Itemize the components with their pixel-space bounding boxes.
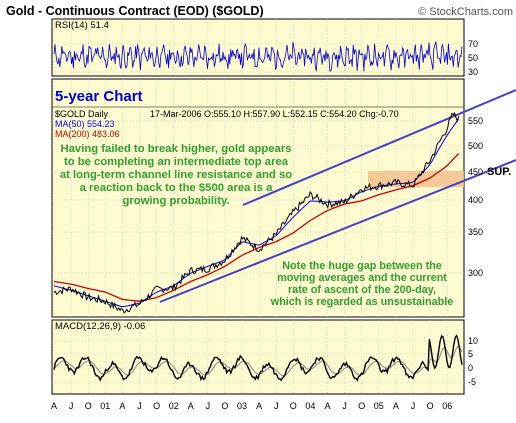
macd-panel [51, 319, 465, 395]
rsi-tick-30: 30 [468, 67, 478, 77]
chart-label-5yr: 5-year Chart [55, 88, 143, 105]
annotation-top-line: Having failed to break higher, gold appe… [60, 143, 291, 155]
price-y-ticks: 550 500 450 400 350 300 [468, 116, 483, 278]
annotation-top: Having failed to break higher, gold appe… [60, 143, 292, 207]
x-tick-label: A [188, 401, 194, 411]
x-tick-label: J [411, 401, 416, 411]
annotation-bottom-line: rate of ascent of the 200-day, [288, 284, 436, 296]
rsi-panel [51, 18, 465, 77]
x-tick-label: A [119, 401, 125, 411]
x-tick-label: 02 [169, 401, 179, 411]
x-tick-label: 03 [237, 401, 247, 411]
copyright-text: © StockCharts.com [418, 6, 513, 18]
macd-line [53, 334, 463, 382]
ma200-label: MA(200) 483.06 [55, 129, 120, 139]
x-tick-label: J [206, 401, 211, 411]
annotation-top-line: growing probability. [122, 195, 229, 207]
x-tick-label: J [137, 401, 142, 411]
channel-lower-line [159, 159, 516, 303]
x-tick-label: J [274, 401, 279, 411]
x-tick-label: O [85, 401, 92, 411]
macd-label: MACD(12,26,9) -0.06 [55, 321, 145, 332]
x-tick-label: A [256, 401, 262, 411]
price-tick-label: 350 [468, 227, 483, 237]
macd-tick-label: 10 [468, 336, 478, 346]
macd-tick-label: 5 [468, 349, 473, 359]
rsi-grid [52, 19, 464, 76]
price-tick-label: 500 [468, 141, 483, 151]
x-tick-label: O [153, 401, 160, 411]
x-tick-label: J [342, 401, 347, 411]
channel-upper-line [242, 89, 516, 206]
x-tick-label: 04 [305, 401, 315, 411]
ma50-label: MA(50) 554.23 [55, 119, 115, 129]
annotation-bottom: Note the huge gap between the moving ave… [270, 260, 453, 308]
annotation-bottom-line: moving averages and the current [277, 272, 447, 284]
rsi-line [53, 41, 463, 72]
price-panel [51, 78, 465, 318]
x-tick-label: O [221, 401, 228, 411]
annotation-bottom-line: Note the huge gap between the [282, 260, 442, 272]
macd-grid [52, 320, 464, 394]
x-tick-label: A [324, 401, 330, 411]
annotation-top-line: to be completing an intermediate top are… [64, 156, 289, 168]
chart-title: Gold - Continuous Contract (EOD) ($GOLD) [6, 4, 264, 18]
rsi-tick-50: 50 [468, 53, 478, 63]
rsi-tick-70: 70 [468, 39, 478, 49]
price-tick-label: 550 [468, 116, 483, 126]
x-tick-label: O [427, 401, 434, 411]
annotation-top-line: a reaction back to the $500 area is a [80, 182, 273, 194]
x-tick-label: 01 [100, 401, 110, 411]
annotation-top-line: at long-term channel line resistance and… [60, 169, 292, 181]
macd-tick-label: 0 [468, 363, 473, 373]
ohlc-line: 17-Mar-2006 O:555.10 H:557.90 L:552.15 C… [150, 109, 399, 119]
annotation-bottom-line: which is regarded as unsustainable [270, 296, 453, 308]
ticker-label: $GOLD Daily [55, 109, 109, 119]
x-tick-label: O [290, 401, 297, 411]
x-tick-label: O [358, 401, 365, 411]
macd-tick-label: -5 [468, 377, 476, 387]
x-tick-label: A [393, 401, 399, 411]
x-tick-label: 05 [374, 401, 384, 411]
x-tick-label: A [51, 401, 57, 411]
price-tick-label: 300 [468, 268, 483, 278]
x-axis: A J O 01 A J O 02 A J O 03 A J O 04 A J O 05 A J O 06 [51, 401, 452, 411]
x-tick-label: 06 [442, 401, 452, 411]
support-label: SUP. [487, 166, 511, 178]
macd-signal-line [53, 345, 463, 377]
macd-y-ticks: 10 5 0 -5 [468, 336, 478, 387]
rsi-label: RSI(14) 51.4 [55, 20, 109, 31]
price-line [53, 111, 460, 314]
price-tick-label: 400 [468, 195, 483, 205]
price-tick-label: 450 [468, 167, 483, 177]
x-tick-label: J [69, 401, 74, 411]
